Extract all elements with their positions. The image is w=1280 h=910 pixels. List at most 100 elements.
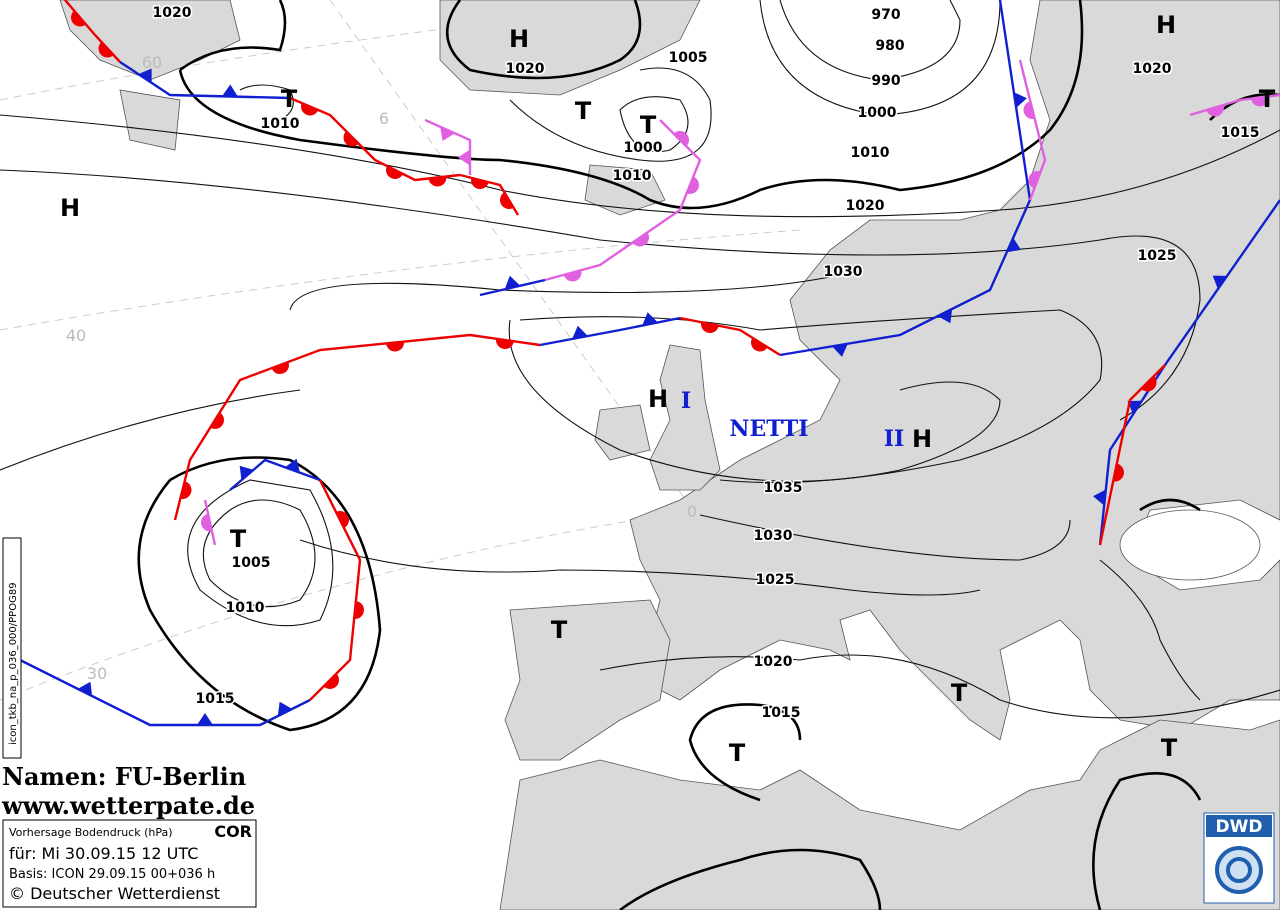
info-basis: Basis: ICON 29.09.15 00+036 h	[9, 867, 215, 882]
pressure-center: T	[575, 97, 592, 125]
isobar-label: 1020	[846, 198, 885, 214]
warm-symbol	[686, 176, 699, 194]
warm-symbol	[1113, 463, 1124, 482]
cold-symbol	[138, 68, 152, 83]
isobars	[0, 0, 1280, 719]
isobar-label: 1025	[756, 572, 795, 588]
warm-symbol	[201, 513, 212, 532]
warm-symbol	[632, 232, 649, 247]
cold-symbol	[937, 308, 953, 324]
front-line	[1018, 59, 1047, 201]
info-title: Vorhersage Bodendruck (hPa)	[9, 826, 173, 839]
isobar-label: 1000	[624, 140, 663, 156]
info-valid: für: Mi 30.09.15 12 UTC	[9, 844, 198, 863]
cold-symbol	[1127, 400, 1142, 415]
cold-symbol	[77, 681, 93, 697]
cold-symbol	[458, 149, 470, 166]
pressure-center: T	[230, 525, 247, 553]
isobar-label: 1020	[506, 61, 545, 77]
cold-symbol	[642, 312, 658, 326]
front-line	[459, 173, 520, 216]
cold-symbol	[440, 126, 455, 141]
isobar-label: 1010	[613, 168, 652, 184]
isobar-label: 1010	[851, 145, 890, 161]
pressure-center: T	[281, 85, 298, 113]
warm-symbol	[1206, 104, 1224, 117]
warm-symbol	[386, 341, 404, 352]
warm-symbol	[1141, 376, 1157, 392]
isobar-label: 1020	[1133, 61, 1172, 77]
logo-text: DWD	[1216, 817, 1263, 837]
warm-symbol	[500, 192, 514, 209]
isobar-label: 1005	[669, 50, 708, 66]
warm-symbol	[751, 337, 768, 352]
cold-symbol	[1006, 237, 1021, 253]
grid-label: 60	[142, 53, 162, 72]
credit-site: www.wetterpate.de	[1, 791, 255, 820]
front-line	[779, 0, 1032, 357]
cold-symbol	[277, 701, 293, 717]
pressure-center: T	[951, 679, 968, 707]
isobar-label: 970	[871, 7, 900, 23]
warm-symbol	[301, 102, 319, 116]
pressure-center: H	[509, 25, 529, 53]
isobar-label: 1010	[226, 600, 265, 616]
pressure-center: T	[729, 739, 746, 767]
info-flag: COR	[214, 822, 252, 841]
isobar-label: 1020	[153, 5, 192, 21]
front-line	[1098, 364, 1166, 546]
grid-label: 40	[66, 326, 86, 345]
cold-symbol	[832, 343, 848, 357]
isobar-label: 1005	[232, 555, 271, 571]
cold-symbol	[1013, 92, 1027, 108]
warm-symbol	[98, 41, 114, 58]
pressure-center: T	[1161, 734, 1178, 762]
pressure-center: H	[912, 425, 932, 453]
cold-symbol	[284, 458, 301, 473]
warm-symbol	[673, 130, 689, 147]
warm-symbol	[386, 165, 404, 179]
warm-symbol	[210, 412, 224, 429]
front-line	[229, 458, 321, 491]
pressure-center: T	[551, 616, 568, 644]
pressure-center: H	[1156, 11, 1176, 39]
front-line	[544, 119, 702, 282]
isobar-label: 1015	[196, 691, 235, 707]
warm-symbol	[1028, 171, 1041, 189]
product-box	[2, 537, 22, 759]
pressure-center: T	[1259, 85, 1276, 113]
pressure-center: H	[60, 194, 80, 222]
cold-symbol	[572, 325, 588, 339]
cold-symbol	[222, 84, 238, 97]
isobar-label: 1000	[858, 105, 897, 121]
warm-symbol	[70, 10, 86, 27]
isobar-label: 1035	[764, 480, 803, 496]
cold-symbol	[1212, 275, 1228, 290]
isobar-label: 1010	[261, 116, 300, 132]
grid-label: 0	[687, 502, 697, 521]
isobars-bold	[137, 0, 1280, 910]
isobar-label: 1030	[824, 264, 863, 280]
warm-symbol	[1251, 96, 1269, 107]
front-line	[479, 278, 546, 297]
isobar-label: 980	[875, 38, 904, 54]
warm-symbol	[180, 481, 192, 499]
info-box	[2, 819, 257, 908]
isobar-label: 1030	[754, 528, 793, 544]
cold-symbol	[197, 713, 213, 725]
cold-symbol	[504, 275, 521, 290]
isobar-label: 1020	[754, 654, 793, 670]
pressure-center: T	[640, 111, 657, 139]
cold-symbol	[1093, 489, 1106, 506]
isobar-label: 1015	[1221, 125, 1260, 141]
logo	[1203, 812, 1275, 904]
warm-symbol	[335, 511, 350, 529]
warm-symbol	[323, 673, 339, 689]
warm-symbol	[1023, 101, 1035, 119]
front-line	[119, 60, 291, 100]
isobar-label: 990	[871, 73, 900, 89]
high-name: I	[681, 388, 691, 414]
isobar-label: 1025	[1138, 248, 1177, 264]
warm-symbol	[563, 270, 582, 282]
